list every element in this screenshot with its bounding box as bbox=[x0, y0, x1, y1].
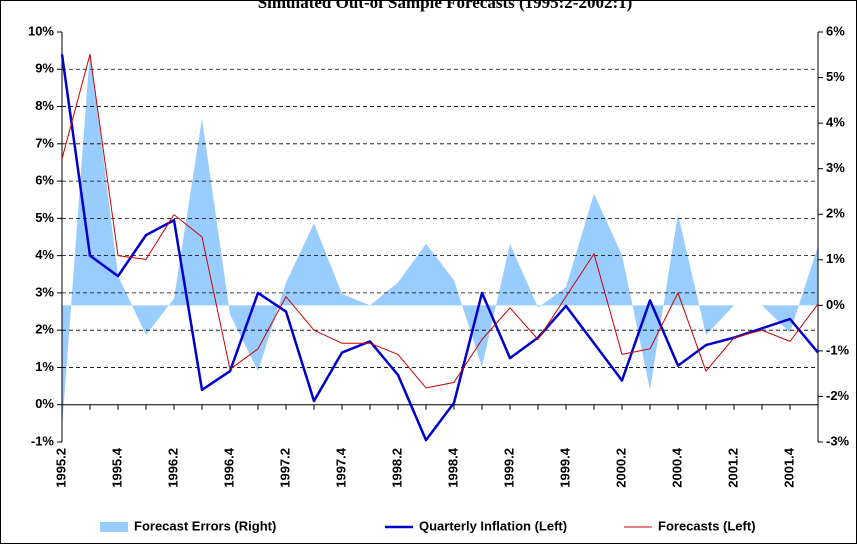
legend-label: Forecasts (Left) bbox=[658, 518, 756, 533]
y-tick-label: 4% bbox=[35, 247, 54, 262]
y2-tick-label: 5% bbox=[826, 69, 845, 84]
y2-tick-label: -3% bbox=[826, 433, 850, 448]
x-tick-label: 1998.2 bbox=[389, 448, 404, 488]
y-tick-label: -1% bbox=[31, 433, 55, 448]
series-line bbox=[61, 53, 819, 389]
x-tick-label: 1996.2 bbox=[165, 448, 180, 488]
error-area bbox=[62, 50, 818, 429]
y-tick-label: 10% bbox=[28, 23, 54, 38]
x-tick-label: 1998.4 bbox=[445, 447, 460, 488]
x-tick-label: 1997.2 bbox=[277, 448, 292, 488]
y2-tick-label: 3% bbox=[826, 160, 845, 175]
x-tick-label: 1996.4 bbox=[221, 447, 236, 488]
y2-tick-label: -1% bbox=[826, 342, 850, 357]
grid-layer bbox=[62, 68, 818, 368]
legend-swatch bbox=[100, 522, 128, 532]
legend-label: Quarterly Inflation (Left) bbox=[419, 518, 567, 533]
x-tick-label: 1995.2 bbox=[53, 448, 68, 488]
y2-tick-label: 1% bbox=[826, 251, 845, 266]
y-tick-label: 7% bbox=[35, 135, 54, 150]
x-tick-label: 2001.4 bbox=[781, 447, 796, 488]
x-tick-label: 1999.2 bbox=[501, 448, 516, 488]
legend-label: Forecast Errors (Right) bbox=[134, 518, 276, 533]
x-tick-label: 2000.2 bbox=[613, 448, 628, 488]
y2-tick-label: 2% bbox=[826, 206, 845, 221]
x-tick-label: 1999.4 bbox=[557, 447, 572, 488]
y-tick-label: 3% bbox=[35, 284, 54, 299]
y-tick-label: 6% bbox=[35, 173, 54, 188]
x-tick-label: 2001.2 bbox=[725, 448, 740, 488]
y-tick-label: 1% bbox=[35, 359, 54, 374]
x-tick-label: 1995.4 bbox=[109, 447, 124, 488]
y2-tick-label: -2% bbox=[826, 388, 850, 403]
y-tick-label: 2% bbox=[35, 322, 54, 337]
y-tick-label: 9% bbox=[35, 61, 54, 76]
chart-title: Simulated Out-of Sample Forecasts (1995:… bbox=[258, 0, 633, 12]
plot-layer bbox=[62, 50, 818, 429]
y-tick-label: 8% bbox=[35, 98, 54, 113]
y-tick-label: 0% bbox=[35, 396, 54, 411]
y-tick-label: 5% bbox=[35, 210, 54, 225]
series-line bbox=[60, 54, 819, 442]
x-tick-label: 2000.4 bbox=[669, 447, 684, 488]
y2-tick-label: 6% bbox=[826, 23, 845, 38]
y2-tick-label: 0% bbox=[826, 297, 845, 312]
y2-tick-label: 4% bbox=[826, 115, 845, 130]
x-tick-label: 1997.4 bbox=[333, 447, 348, 488]
